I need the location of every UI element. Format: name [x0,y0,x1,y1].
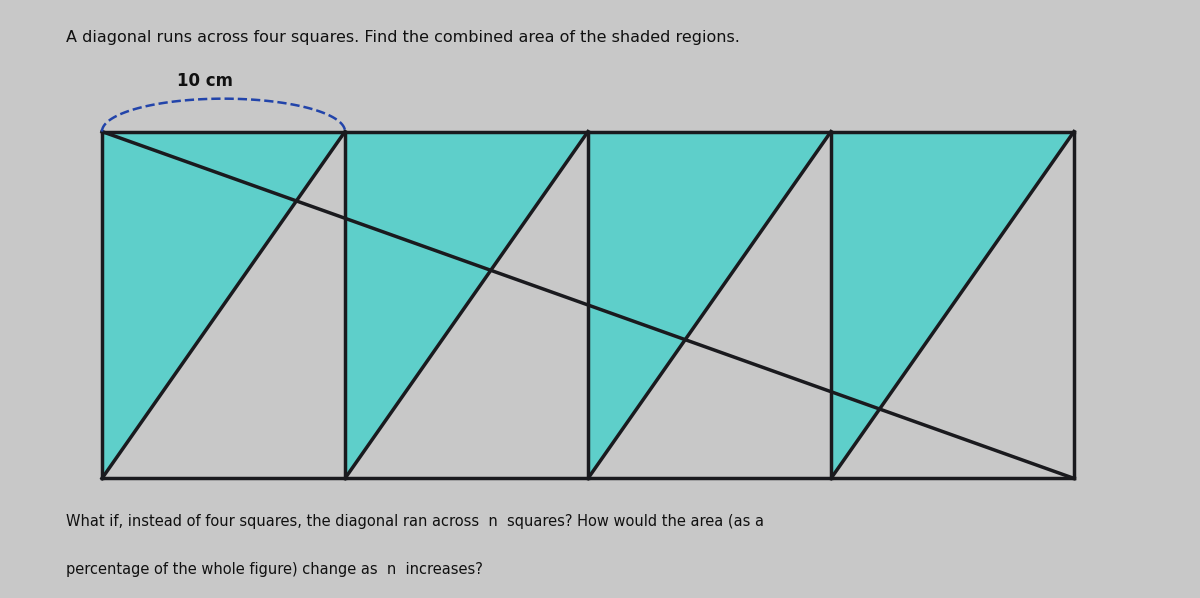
Polygon shape [588,132,830,478]
Polygon shape [102,132,346,478]
Text: A diagonal runs across four squares. Find the combined area of the shaded region: A diagonal runs across four squares. Fin… [66,30,740,45]
Polygon shape [830,132,1074,478]
Polygon shape [346,132,588,478]
Text: What if, instead of four squares, the diagonal ran across  n  squares? How would: What if, instead of four squares, the di… [66,514,764,529]
Text: 10 cm: 10 cm [178,72,233,90]
Text: percentage of the whole figure) change as  n  increases?: percentage of the whole figure) change a… [66,562,482,577]
